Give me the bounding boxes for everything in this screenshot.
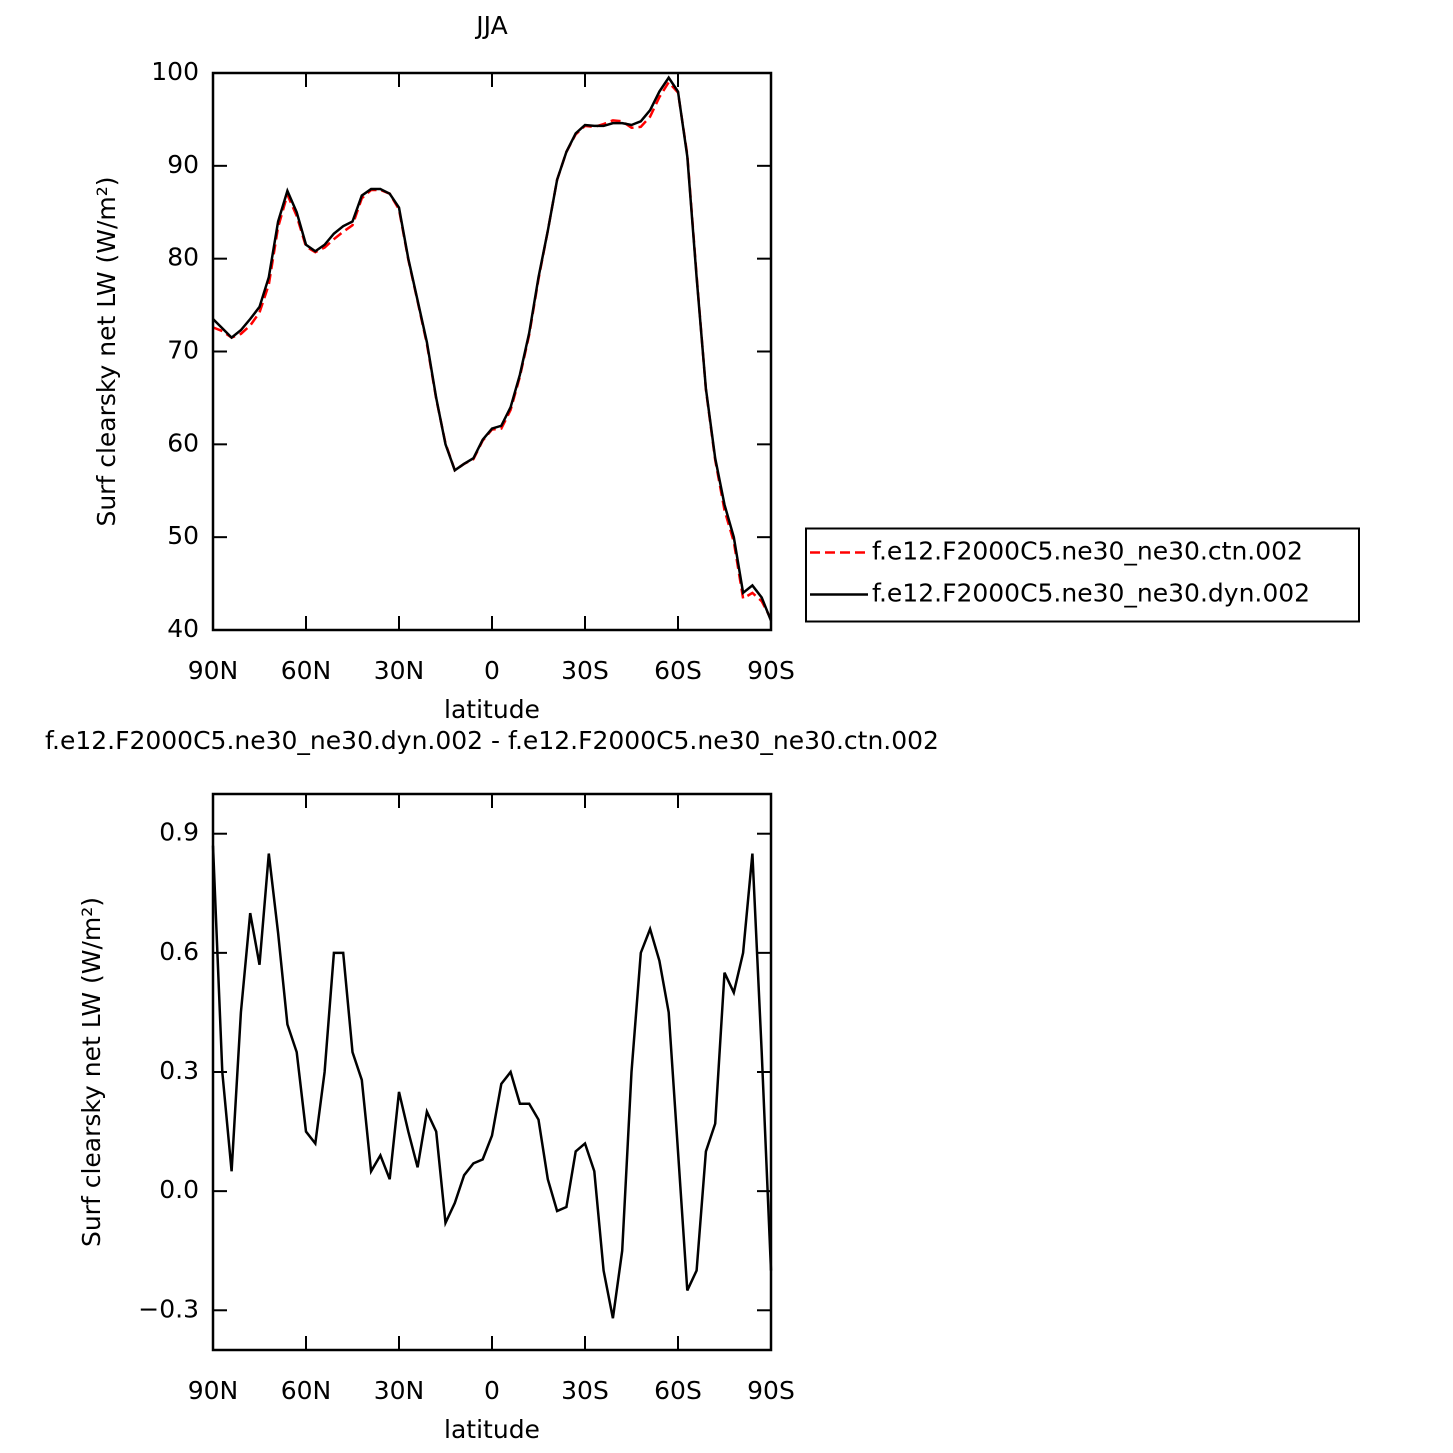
x-tick-label: 30S <box>561 656 609 685</box>
x-axis-label: latitude <box>444 1415 540 1444</box>
y-tick-label: 100 <box>151 57 199 86</box>
x-tick-label: 30N <box>374 1376 425 1405</box>
x-tick-label: 90S <box>747 656 795 685</box>
y-tick-label: 70 <box>167 336 199 365</box>
chart-title: f.e12.F2000C5.ne30_ne30.dyn.002 - f.e12.… <box>45 726 939 755</box>
legend-label: f.e12.F2000C5.ne30_ne30.dyn.002 <box>872 579 1310 608</box>
chart-title: JJA <box>474 11 507 40</box>
y-tick-label: 90 <box>167 150 199 179</box>
x-tick-label: 30S <box>561 1376 609 1405</box>
x-tick-label: 90S <box>747 1376 795 1405</box>
y-axis-label: Surf clearsky net LW (W/m²) <box>92 176 121 526</box>
x-tick-label: 0 <box>484 656 500 685</box>
y-tick-label: 80 <box>167 243 199 272</box>
y-tick-label: 0.3 <box>159 1056 199 1085</box>
y-tick-label: 40 <box>167 614 199 643</box>
x-tick-label: 90N <box>188 1376 239 1405</box>
plot-frame <box>211 71 773 632</box>
x-tick-label: 60S <box>654 1376 702 1405</box>
x-axis-label: latitude <box>444 695 540 724</box>
y-tick-label: 0.9 <box>159 818 199 847</box>
plot-frame <box>211 792 773 1352</box>
y-tick-label: 60 <box>167 428 199 457</box>
x-tick-label: 60N <box>281 656 332 685</box>
y-tick-label: 0.6 <box>159 937 199 966</box>
legend-box <box>805 527 1360 623</box>
x-tick-label: 60N <box>281 1376 332 1405</box>
x-tick-label: 0 <box>484 1376 500 1405</box>
y-tick-label: 0.0 <box>159 1175 199 1204</box>
x-tick-label: 60S <box>654 656 702 685</box>
y-tick-label: 50 <box>167 521 199 550</box>
x-tick-label: 30N <box>374 656 425 685</box>
y-tick-label: −0.3 <box>138 1294 199 1323</box>
x-tick-label: 90N <box>188 656 239 685</box>
series-line <box>212 75 773 622</box>
y-axis-label: Surf clearsky net LW (W/m²) <box>77 897 106 1247</box>
legend-label: f.e12.F2000C5.ne30_ne30.ctn.002 <box>872 537 1303 566</box>
series-line <box>211 845 773 1319</box>
